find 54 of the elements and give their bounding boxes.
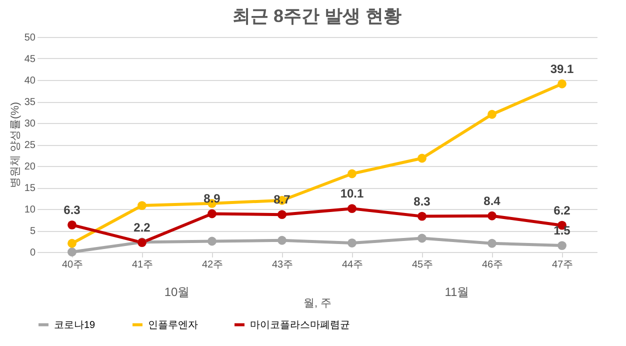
- data-label: 1.5: [554, 224, 571, 238]
- point: [558, 79, 566, 88]
- y-tick-label: 10: [24, 204, 36, 216]
- point: [488, 238, 496, 248]
- y-tick-label: 40: [24, 76, 36, 86]
- point: [348, 204, 356, 214]
- point: [68, 248, 76, 256]
- point: [488, 110, 496, 119]
- data-label: 6.2: [554, 203, 571, 218]
- text: 11월: [444, 285, 470, 299]
- x-tick-label: 47주: [552, 260, 574, 270]
- y-tick-label: 30: [24, 118, 36, 130]
- point: [278, 236, 286, 245]
- x-tick-label: 44주: [342, 260, 364, 270]
- text: 10월: [164, 285, 190, 299]
- point: [68, 220, 76, 230]
- y-tick-label: 50: [24, 32, 36, 44]
- x-tick-label: 42주: [202, 260, 224, 270]
- point: [208, 209, 216, 218]
- x-axis-title: 월, 주: [303, 298, 332, 310]
- x-tick-label: 43주: [272, 260, 294, 270]
- point: [488, 211, 496, 220]
- point: [348, 169, 356, 178]
- legend-label: 마이코플라스마폐렴균: [250, 320, 350, 331]
- y-axis-title: 병원체 양성률(%): [9, 102, 22, 188]
- x-tick-label: 40주: [62, 260, 84, 270]
- y-tick-label: 45: [24, 54, 36, 65]
- point: [418, 234, 426, 243]
- x-tick-label: 45주: [412, 260, 434, 270]
- point: [348, 238, 356, 248]
- chart-title: 최근 8주간 발생 현황: [232, 6, 402, 26]
- y-tick-label: 5: [30, 226, 36, 237]
- point: [278, 210, 286, 220]
- legend-label: 인플루엔자: [148, 320, 198, 331]
- point: [418, 154, 426, 163]
- y-tick-label: 25: [24, 140, 36, 151]
- data-label: 8.4: [484, 194, 501, 208]
- point: [558, 241, 566, 250]
- y-tick-label: 0: [30, 248, 36, 258]
- point: [138, 201, 146, 210]
- x-tick-label: 41주: [132, 260, 154, 270]
- data-label: 39.1: [550, 62, 574, 76]
- y-tick-label: 35: [24, 97, 36, 108]
- y-tick-label: 15: [24, 183, 36, 194]
- point: [208, 236, 216, 246]
- y-tick-label: 20: [24, 162, 36, 172]
- data-label: 6.3: [64, 202, 81, 217]
- x-tick-label: 46주: [482, 260, 504, 270]
- point: [68, 238, 76, 248]
- legend-label: 코로나19: [54, 320, 96, 331]
- point: [418, 212, 426, 221]
- data-label: 8.3: [414, 194, 431, 208]
- data-label: 2.2: [134, 220, 151, 235]
- data-label: 10.1: [340, 186, 364, 201]
